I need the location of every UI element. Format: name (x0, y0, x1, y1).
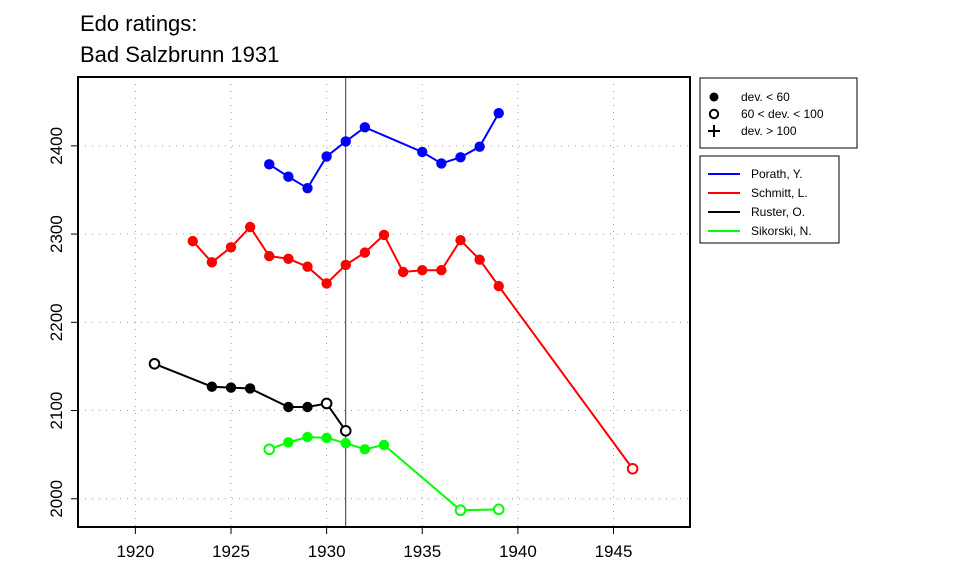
series-legend-label-2: Ruster, O. (751, 205, 805, 219)
data-point (283, 437, 294, 448)
marker-legend-label: 60 < dev. < 100 (741, 107, 824, 121)
series-0 (264, 107, 504, 194)
data-point (417, 265, 428, 276)
x-tick-label-1935: 1935 (403, 542, 441, 561)
data-point (340, 136, 351, 147)
data-point (454, 504, 467, 517)
legend-marker-open (708, 108, 720, 120)
x-tick-label-1930: 1930 (308, 542, 346, 561)
data-point (321, 278, 332, 289)
series-legend-box (699, 155, 840, 244)
plot-frame (77, 76, 691, 528)
data-point (359, 444, 371, 455)
legend-marker-plus (708, 125, 720, 137)
data-point (340, 437, 351, 449)
data-point (321, 151, 332, 162)
data-point (244, 383, 256, 394)
y-tick-label-2100: 2100 (47, 392, 66, 430)
data-point (359, 122, 371, 133)
data-point (493, 280, 504, 292)
data-point (455, 152, 466, 163)
y-tick-label-2000: 2000 (47, 480, 66, 518)
series-legend: Porath, Y. Schmitt, L. Ruster, O. Sikorski,… (699, 155, 840, 244)
data-point (340, 259, 351, 271)
x-tick-label-1925: 1925 (212, 542, 250, 561)
data-point (206, 381, 218, 392)
y-tick-label-2300: 2300 (47, 215, 66, 253)
data-point (302, 431, 313, 443)
data-point (321, 432, 332, 444)
data-point (283, 171, 294, 182)
data-point (359, 247, 371, 258)
data-point (302, 401, 313, 413)
data-point (187, 235, 198, 247)
data-point (626, 462, 639, 475)
data-point (244, 221, 256, 233)
data-point (397, 266, 409, 278)
legend-marker-filled (709, 92, 719, 102)
data-point (436, 265, 447, 276)
marker-legend-label: dev. < 60 (741, 90, 790, 104)
data-point (492, 503, 505, 516)
data-point (263, 443, 276, 456)
data-point (378, 439, 390, 451)
data-point (206, 257, 218, 268)
series-1 (187, 221, 639, 475)
series-legend-label-0: Porath, Y. (751, 167, 803, 181)
data-point (302, 182, 313, 194)
data-point (474, 254, 485, 265)
axes: 1920 1925 1930 1935 1940 1945 2000 2100 2200 2300… (47, 127, 632, 561)
data-point (436, 158, 447, 169)
x-tick-label-1920: 1920 (116, 542, 154, 561)
series-line-0 (268, 112, 500, 190)
data-point (474, 141, 485, 152)
data-point (264, 159, 275, 170)
data-point (378, 229, 390, 241)
series-legend-label-1: Schmitt, L. (751, 186, 808, 200)
series-legend-label-3: Sikorski, N. (751, 224, 812, 238)
chart-title-line-1: Edo ratings: (80, 11, 198, 36)
marker-legend: dev. < 60 60 < dev. < 100 dev. > 100 (699, 77, 858, 149)
data-point (148, 357, 161, 370)
y-tick-label-2400: 2400 (47, 127, 66, 165)
data-point (225, 382, 237, 393)
data-point (225, 242, 237, 253)
x-tick-label-1940: 1940 (499, 542, 537, 561)
data-point (455, 235, 466, 246)
series-line-2 (154, 362, 347, 432)
data-point (417, 146, 428, 158)
data-point (264, 250, 275, 262)
marker-legend-box (699, 77, 858, 149)
marker-legend-label: dev. > 100 (741, 124, 797, 138)
data-point (339, 425, 352, 437)
data-point (283, 401, 294, 413)
series-group (148, 107, 639, 517)
grid (78, 77, 690, 527)
x-tick-label-1945: 1945 (595, 542, 633, 561)
chart-title-line-2: Bad Salzbrunn 1931 (80, 42, 280, 67)
chart-title: Edo ratings: Bad Salzbrunn 1931 (80, 8, 279, 70)
series-line-1 (192, 225, 634, 470)
data-point (493, 107, 504, 119)
y-tick-label-2200: 2200 (47, 303, 66, 341)
data-point (302, 261, 313, 272)
data-point (283, 253, 294, 264)
data-point (320, 397, 333, 410)
series-3 (263, 431, 505, 517)
series-2 (148, 357, 352, 437)
